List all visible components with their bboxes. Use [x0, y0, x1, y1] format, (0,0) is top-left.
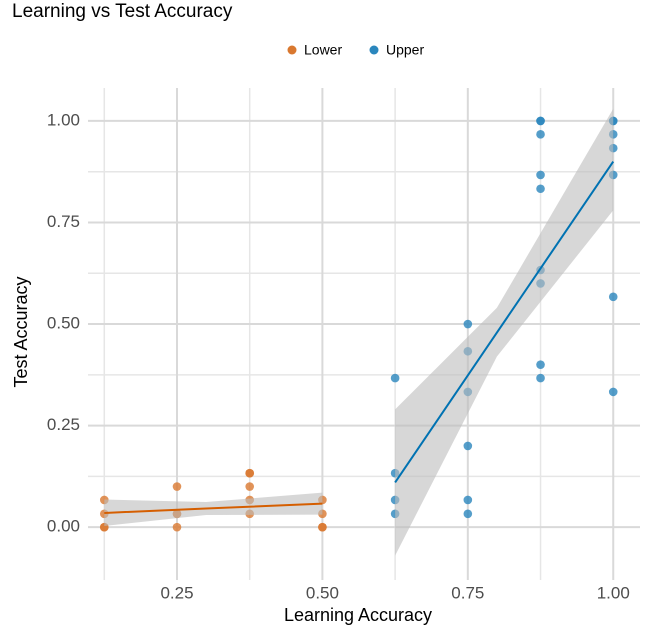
x-tick-label: 1.00 [597, 583, 630, 602]
fit-line [104, 502, 323, 514]
point [463, 495, 473, 505]
y-tick-label: 0.75 [47, 212, 80, 231]
legend-label: Upper [386, 42, 424, 58]
point [608, 387, 618, 397]
point [536, 360, 545, 369]
point [608, 292, 618, 302]
point [536, 116, 545, 126]
fit-line [394, 160, 615, 484]
legend-marker [369, 45, 379, 55]
y-tick-label: 0.50 [47, 314, 80, 333]
confidence-band [395, 108, 614, 556]
y-tick-label: 1.00 [47, 110, 80, 129]
point [245, 482, 255, 491]
point [245, 468, 255, 478]
x-tick-label: 0.75 [451, 583, 484, 602]
chart-title: Learning vs Test Accuracy [12, 1, 233, 22]
y-axis-label: Test Accuracy [11, 276, 31, 387]
point [390, 373, 400, 383]
point [463, 509, 473, 519]
point [536, 130, 545, 139]
point [463, 319, 473, 329]
point [172, 482, 182, 491]
confidence-band [104, 492, 323, 526]
x-tick-label: 0.50 [306, 583, 339, 602]
point [318, 522, 327, 532]
x-axis-label: Learning Accuracy [284, 605, 432, 625]
point [172, 522, 182, 532]
x-tick-label: 0.25 [160, 583, 193, 602]
point [536, 373, 545, 383]
point [463, 441, 473, 451]
legend-label: Lower [304, 42, 342, 58]
point [536, 170, 545, 180]
y-tick-label: 0.00 [47, 517, 80, 536]
legend-marker [287, 45, 297, 55]
point [536, 184, 545, 194]
y-tick-label: 0.25 [47, 415, 80, 434]
